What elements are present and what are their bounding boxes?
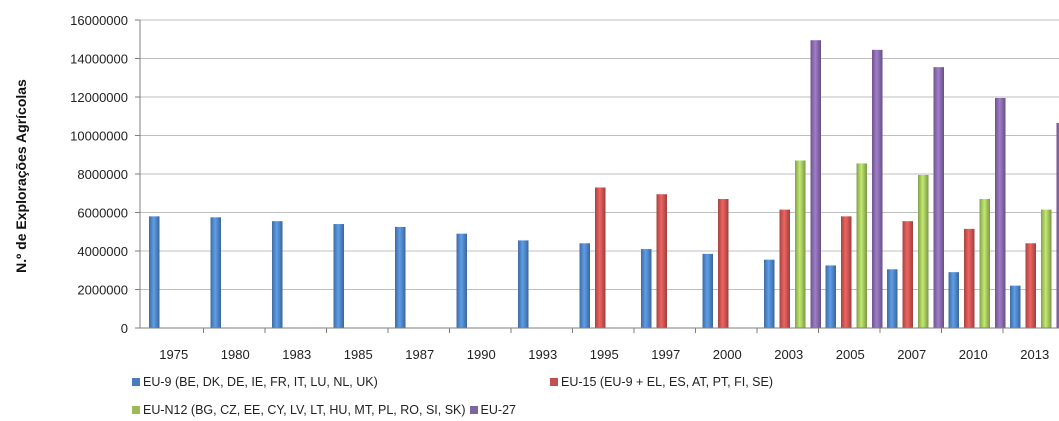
legend-swatch	[469, 406, 478, 414]
x-tick-labels: 1975 1980 1983 1985 1987 1990 1993 1995 1997 2000…	[159, 347, 1049, 362]
x-tick-label: 2013	[1020, 347, 1049, 362]
y-axis-label: N.º de Explorações Agrícolas	[13, 79, 29, 273]
bar-1995-s0	[579, 243, 590, 328]
axes	[139, 20, 1059, 333]
y-tick-label: 0	[121, 321, 128, 336]
y-tick-label: 10000000	[70, 129, 128, 144]
legend-swatch	[132, 378, 140, 386]
x-tick-label: 1995	[590, 347, 619, 362]
bar-1975-s0	[149, 216, 160, 328]
legend-label: EU-15 (EU-9 + EL, ES, AT, PT, FI, SE)	[561, 375, 773, 389]
x-tick-label: 2003	[774, 347, 803, 362]
y-tick-label: 12000000	[70, 90, 128, 105]
bar-2010-s2	[979, 199, 990, 328]
bar-1987-s0	[395, 226, 406, 328]
bar-1997-s1	[656, 194, 667, 328]
bar-2010-s0	[948, 272, 959, 328]
x-tick-label: 1985	[344, 347, 373, 362]
y-tick-label: 16000000	[70, 13, 128, 28]
bar-2003-s3	[810, 40, 821, 329]
bar-2013-s0	[1010, 285, 1021, 328]
bar-2003-s1	[779, 209, 790, 328]
y-tick-labels: 0 2000000 4000000 6000000 8000000 10000000 120…	[70, 13, 128, 336]
bar-1985-s0	[333, 224, 344, 328]
legend-label: EU-9 (BE, DK, DE, IE, FR, IT, LU, NL, UK…	[143, 375, 378, 389]
bar-2000-s0	[702, 253, 713, 328]
bar-2005-s0	[825, 265, 836, 328]
legend-label: EU-27	[480, 403, 516, 417]
x-tick-label: 1993	[528, 347, 557, 362]
legend-item-eun12: EU-N12 (BG, CZ, EE, CY, LV, LT, HU, MT, …	[132, 403, 516, 417]
x-tick-label: 2010	[959, 347, 988, 362]
bar-1997-s0	[641, 249, 652, 328]
legend-item-eu9: EU-9 (BE, DK, DE, IE, FR, IT, LU, NL, UK…	[132, 375, 378, 389]
legend-swatch	[132, 406, 140, 414]
bar-2010-s3	[995, 97, 1006, 329]
y-tick-label: 4000000	[77, 244, 128, 259]
bar-2003-s2	[795, 160, 806, 328]
y-tick-label: 2000000	[77, 283, 128, 298]
x-tick-label: 2000	[713, 347, 742, 362]
y-tick-label: 14000000	[70, 52, 128, 67]
bar-1993-s0	[518, 240, 529, 328]
y-tick-label: 8000000	[77, 167, 128, 182]
bar-2005-s3	[872, 49, 883, 329]
x-tick-label: 2005	[836, 347, 865, 362]
x-tick-label: 1983	[282, 347, 311, 362]
bars	[149, 40, 1059, 329]
bar-2007-s1	[902, 221, 913, 328]
legend-label: EU-N12 (BG, CZ, EE, CY, LV, LT, HU, MT, …	[143, 403, 466, 417]
bar-2013-s1	[1025, 243, 1036, 328]
bar-2005-s2	[856, 163, 867, 328]
x-tick-label: 1990	[467, 347, 496, 362]
bar-2007-s0	[887, 269, 898, 328]
bar-2005-s1	[841, 216, 852, 328]
legend-item-eu15: EU-15 (EU-9 + EL, ES, AT, PT, FI, SE)	[550, 375, 773, 389]
bar-2007-s2	[918, 174, 929, 328]
legend: EU-9 (BE, DK, DE, IE, FR, IT, LU, NL, UK…	[132, 373, 1052, 419]
bar-2013-s2	[1041, 209, 1052, 328]
x-tick-label: 2007	[897, 347, 926, 362]
x-tick-label: 1975	[159, 347, 188, 362]
bar-1995-s1	[595, 187, 606, 328]
x-tick-label: 1997	[651, 347, 680, 362]
bar-1980-s0	[210, 217, 221, 328]
x-tick-label: 1980	[221, 347, 250, 362]
y-tick-label: 6000000	[77, 206, 128, 221]
bar-2010-s1	[964, 228, 975, 328]
bar-1983-s0	[272, 221, 283, 328]
x-tick-label: 1987	[405, 347, 434, 362]
bar-2003-s0	[764, 259, 775, 328]
bar-1990-s0	[456, 233, 467, 328]
bar-2000-s1	[718, 199, 729, 328]
bar-2013-s3	[1056, 122, 1059, 328]
legend-swatch	[550, 378, 558, 386]
bar-2007-s3	[933, 67, 944, 328]
